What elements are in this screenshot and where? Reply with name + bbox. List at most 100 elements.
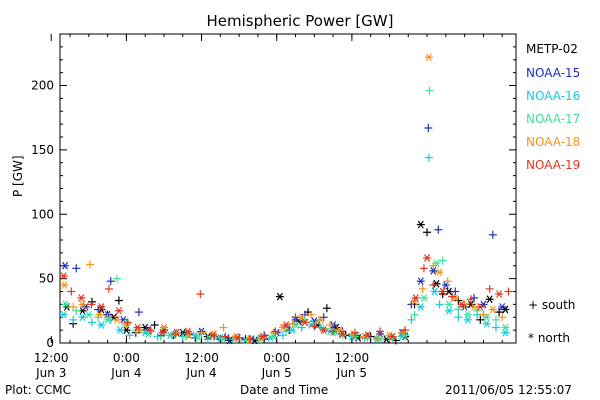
data-point-star	[186, 331, 193, 340]
data-point-star	[458, 300, 465, 309]
data-point-star	[195, 334, 202, 342]
legend-label: METP-02	[526, 42, 578, 56]
data-point-star	[62, 300, 69, 309]
data-point-star	[79, 313, 86, 322]
legend-item-noaa-18: NOAA-18	[526, 135, 580, 149]
data-point-star	[226, 336, 233, 345]
data-point-star	[477, 303, 484, 311]
data-point-star	[233, 332, 239, 341]
x-tick-date-label: Jun 4	[185, 366, 216, 380]
data-point-star	[192, 331, 199, 340]
legend-label: NOAA-19	[526, 158, 581, 172]
x-tick-date-label: Jun 5	[336, 366, 367, 380]
data-point-star	[120, 315, 127, 324]
data-point-star	[60, 310, 67, 319]
data-point-star	[301, 318, 308, 327]
data-point-star	[336, 326, 343, 334]
legend-label: NOAA-16	[526, 89, 581, 103]
data-point-star	[160, 323, 167, 332]
data-point-star	[60, 272, 67, 280]
data-point-star	[445, 300, 452, 309]
data-point-star	[389, 332, 396, 341]
data-point-star	[317, 315, 324, 324]
data-point-star	[62, 261, 68, 270]
data-point-star	[61, 281, 68, 289]
data-point-star	[502, 305, 509, 314]
legend-symbol-south: + south	[528, 298, 575, 312]
x-tick-date-label: Jun 3	[35, 366, 66, 380]
chart-title: Hemispheric Power [GW]	[206, 12, 394, 30]
data-point-star	[431, 287, 438, 296]
data-point-star	[209, 331, 216, 340]
data-point-star	[496, 290, 503, 298]
data-point-star	[483, 319, 490, 328]
x-tick-date-label: Jun 4	[110, 366, 141, 380]
y-tick-label: 200	[31, 79, 54, 93]
legend-label: NOAA-17	[526, 112, 581, 126]
data-point-star	[489, 305, 496, 314]
x-axis-label: Date and Time	[240, 383, 329, 397]
data-point-star	[417, 277, 424, 286]
data-point-star	[436, 268, 443, 277]
data-point-star	[377, 335, 384, 343]
data-point-star	[467, 300, 474, 309]
legend-label: NOAA-18	[526, 135, 581, 149]
data-point-star	[445, 287, 452, 296]
data-point-star	[339, 330, 346, 338]
y-tick-label: 100	[31, 207, 54, 221]
data-point-star	[420, 294, 427, 302]
legend-item-noaa-16: NOAA-16	[526, 89, 580, 103]
data-point-star	[452, 294, 459, 302]
data-point-star	[471, 303, 478, 311]
data-point-star	[386, 331, 393, 340]
data-point-star	[98, 321, 105, 329]
data-point-star	[412, 294, 419, 302]
data-point-star	[134, 323, 141, 332]
data-point-star	[115, 306, 122, 315]
data-point-star	[159, 328, 166, 337]
data-point-star	[417, 220, 424, 229]
data-point-star	[79, 300, 86, 309]
data-point-star	[117, 326, 124, 334]
data-point-star	[251, 336, 258, 345]
data-point-star	[320, 326, 327, 334]
data-point-star	[114, 315, 120, 324]
data-point-star	[96, 310, 103, 319]
data-point-star	[430, 267, 437, 275]
data-point-star	[217, 334, 224, 342]
x-tick-time-label: 0:00	[113, 351, 140, 365]
legend-item-noaa-17: NOAA-17	[526, 112, 580, 126]
data-point-star	[445, 306, 452, 315]
data-point-star	[123, 326, 130, 334]
x-tick-time-label: 12:00	[34, 351, 69, 365]
data-point-star	[276, 292, 283, 301]
y-axis-label: P [GW]	[11, 155, 25, 197]
symbol-plus: +	[528, 298, 539, 312]
data-point-star	[298, 313, 305, 322]
x-tick-time-label: 0:00	[263, 351, 290, 365]
symbol-label: south	[541, 298, 576, 312]
legend-item-noaa-19: NOAA-19	[526, 158, 580, 172]
data-point-star	[464, 310, 471, 319]
data-point-star	[234, 334, 241, 342]
plot-credit: Plot: CCMC	[5, 383, 71, 397]
plot-timestamp: 2011/06/05 12:55:07	[445, 383, 572, 397]
data-point-star	[98, 303, 105, 311]
legend-label: NOAA-15	[526, 66, 581, 80]
data-point-star	[283, 321, 290, 329]
y-tick-label: 0	[46, 336, 54, 350]
y-tick-label: 50	[39, 272, 54, 286]
data-point-star	[486, 295, 493, 304]
data-point-star	[417, 303, 424, 311]
x-tick-date-label: Jun 5	[261, 366, 292, 380]
data-point-star	[439, 287, 446, 296]
symbol-asterisk: *	[528, 331, 534, 345]
data-point-star	[78, 294, 85, 302]
data-point-star	[483, 313, 490, 322]
data-point-star	[502, 323, 509, 332]
symbol-label: north	[537, 331, 571, 345]
data-point-star	[355, 334, 362, 342]
data-point-star	[433, 279, 440, 288]
data-point-star	[85, 310, 92, 319]
